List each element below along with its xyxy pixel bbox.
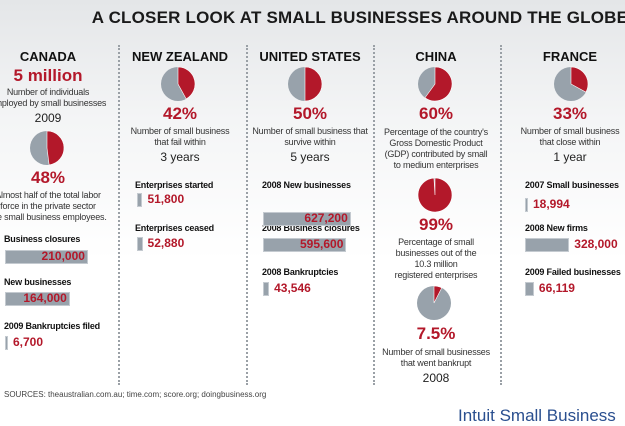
headline-value: 5 million [13,66,83,85]
caption: Number of small business that fail within [131,126,230,148]
caption-line: that went bankrupt [400,358,472,368]
caption-line: 10.3 million [414,259,458,269]
bar [525,282,534,296]
bar-value: 66,119 [538,281,575,295]
bar-label: 2008 New businesses [262,180,351,190]
caption-line: Number of small business that [252,126,368,136]
caption-line: that close within [539,137,601,147]
bar-label: 2008 Business closures [262,223,360,233]
period: 1 year [553,150,587,164]
caption: Almost half of the total labor force in t… [0,190,107,223]
bar-label: Enterprises ceased [135,223,214,233]
bar-label: 2008 New firms [525,223,588,233]
bar-value: 210,000 [41,249,85,263]
caption-line: Percentage of the country's [384,127,488,137]
caption-line: survive within [284,137,336,147]
bar [525,238,570,252]
caption-line: employed by small businesses [0,98,107,108]
caption-line: Number of small businesses [382,347,490,357]
caption-line: are small business employees. [0,212,107,222]
year: 2008 [422,371,450,385]
caption: Percentage of small businesses out of the… [395,237,478,281]
bar [137,193,143,207]
bar-value: 328,000 [574,237,618,251]
caption: Number of small businesses that went bank… [382,347,490,369]
bar-value: 52,880 [147,236,185,250]
bar [525,198,528,212]
infographic-title: A CLOSER LOOK AT SMALL BUSINESSES AROUND… [91,8,625,27]
bar-value: 43,546 [274,281,311,295]
bar-label: Enterprises started [135,180,214,190]
caption-line: businesses out of the [395,248,477,258]
pie-slice-highlight [304,66,323,102]
period: 3 years [160,150,200,164]
pie-slice-highlight [424,66,453,102]
bar-label: 2007 Small businesses [525,180,619,190]
pie-slice-highlight [417,177,453,213]
caption-line: Number of small business [520,126,620,136]
caption-line: Number of individuals [6,87,90,97]
caption-line: Percentage of small [398,237,474,247]
caption-line: force in the private sector [0,201,96,211]
country-name: FRANCE [542,49,598,64]
country-name: UNITED STATES [259,49,361,64]
caption: Number of individuals employed by small b… [0,87,106,109]
caption-line: registered enterprises [394,270,478,280]
year: 2009 [34,111,62,125]
caption-line: that fail within [154,137,206,147]
caption: Number of small business that close withi… [521,126,620,148]
column-divider [246,45,248,385]
bar-label: 2008 Bankruptcies [262,267,339,277]
bar [137,237,143,251]
pct-value: 60% [418,104,454,123]
bar [263,212,351,226]
period: 5 years [290,150,330,164]
pie-slice-highlight [570,66,589,93]
bar [263,282,270,296]
caption-line: (GDP) contributed by small [384,149,488,159]
sources-note: SOURCES: theaustralian.com.au; time.com;… [4,390,267,399]
bar [5,250,88,264]
pct-value: 99% [418,215,454,234]
pie-slice-highlight [46,130,65,166]
pie-slice-highlight [433,285,443,304]
country-name: CANADA [19,49,77,64]
caption-line: Almost half of the total labor [0,190,101,200]
bar-label: 2009 Bankruptcies filed [4,321,100,331]
column-divider [118,45,120,385]
bar-value: 164,000 [23,291,67,305]
caption-line: Number of small business [130,126,230,136]
bar-label: Business closures [4,234,81,244]
bar [5,336,8,350]
pct-value: 42% [162,104,198,123]
bar-value: 595,600 [299,237,344,251]
column-divider [500,45,502,385]
bar-label: New businesses [4,277,72,287]
bar-value: 6,700 [13,335,44,349]
bar-value: 18,994 [533,197,570,211]
pie-slice-highlight [177,66,196,100]
column-divider [373,45,375,385]
pct-value: 33% [552,104,588,123]
pct-value: 48% [30,168,66,187]
country-name: NEW ZEALAND [131,49,229,64]
caption-line: Gross Domestic Product [389,138,483,148]
country-name: CHINA [415,49,457,64]
caption: Percentage of the country's Gross Domesti… [384,127,488,171]
pct-value: 50% [292,104,328,123]
bar-value: 627,200 [304,211,348,225]
pct-value: 7.5% [416,324,456,343]
caption-line: to medium enterprises [393,160,479,170]
caption: Number of small business that survive wit… [252,126,367,148]
bar [263,238,347,252]
bar-label: 2009 Failed businesses [525,267,621,277]
bar-value: 51,800 [147,192,185,206]
bar [5,292,70,306]
brand-logo-text: Intuit Small Business [458,406,616,425]
